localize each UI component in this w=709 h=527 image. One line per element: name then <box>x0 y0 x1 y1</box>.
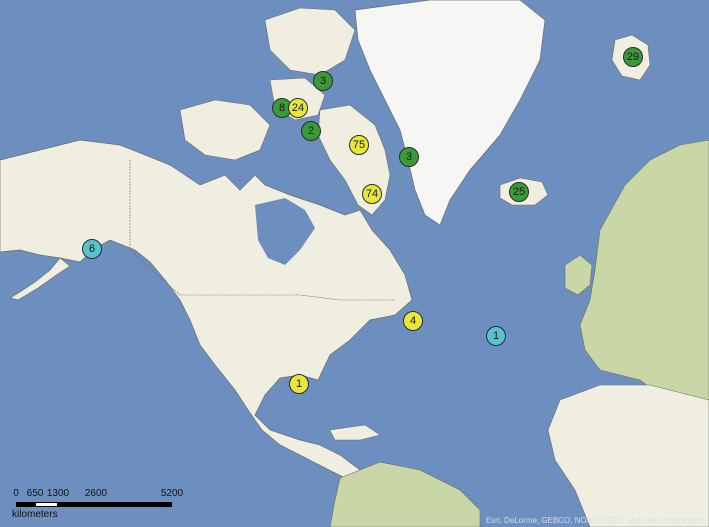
scale-tick-label: 5200 <box>160 488 184 499</box>
scale-bar-segment <box>16 502 35 507</box>
count-marker[interactable]: 24 <box>288 98 308 118</box>
scale-tick-label: 0 <box>13 488 19 499</box>
scale-tick-label: 1300 <box>46 488 70 499</box>
scale-bar: 0 650 1300 2600 5200 kilometers <box>12 488 272 522</box>
scale-bar-segment <box>35 502 58 507</box>
count-marker[interactable]: 75 <box>349 135 369 155</box>
count-marker[interactable]: 1 <box>486 326 506 346</box>
scale-bar-segment <box>58 502 96 507</box>
map-attribution: Esri, DeLorme, GEBCO, NOAA NGDC, and oth… <box>485 516 705 525</box>
count-marker[interactable]: 2 <box>301 121 321 141</box>
count-marker[interactable]: 3 <box>399 147 419 167</box>
ellesmere-island <box>264 7 356 76</box>
british-isles <box>564 254 593 296</box>
arctic-islands-west <box>179 99 271 161</box>
count-marker[interactable]: 29 <box>623 47 643 67</box>
count-marker[interactable]: 25 <box>509 182 529 202</box>
scale-unit-label: kilometers <box>12 509 58 520</box>
hudson-bay <box>255 198 315 265</box>
scale-tick-label: 650 <box>26 488 44 499</box>
count-marker[interactable]: 74 <box>362 184 382 204</box>
africa-landmass <box>547 384 709 527</box>
scale-tick-label: 2600 <box>84 488 108 499</box>
scale-bar-segment <box>96 502 172 507</box>
count-marker[interactable]: 3 <box>313 71 333 91</box>
count-marker[interactable]: 6 <box>82 239 102 259</box>
count-marker[interactable]: 4 <box>403 311 423 331</box>
greenland <box>354 0 546 226</box>
cuba <box>329 424 381 441</box>
count-marker[interactable]: 1 <box>289 374 309 394</box>
alaska-peninsula <box>9 257 71 301</box>
south-america-landmass <box>329 461 481 527</box>
us-canada-border <box>129 160 395 301</box>
